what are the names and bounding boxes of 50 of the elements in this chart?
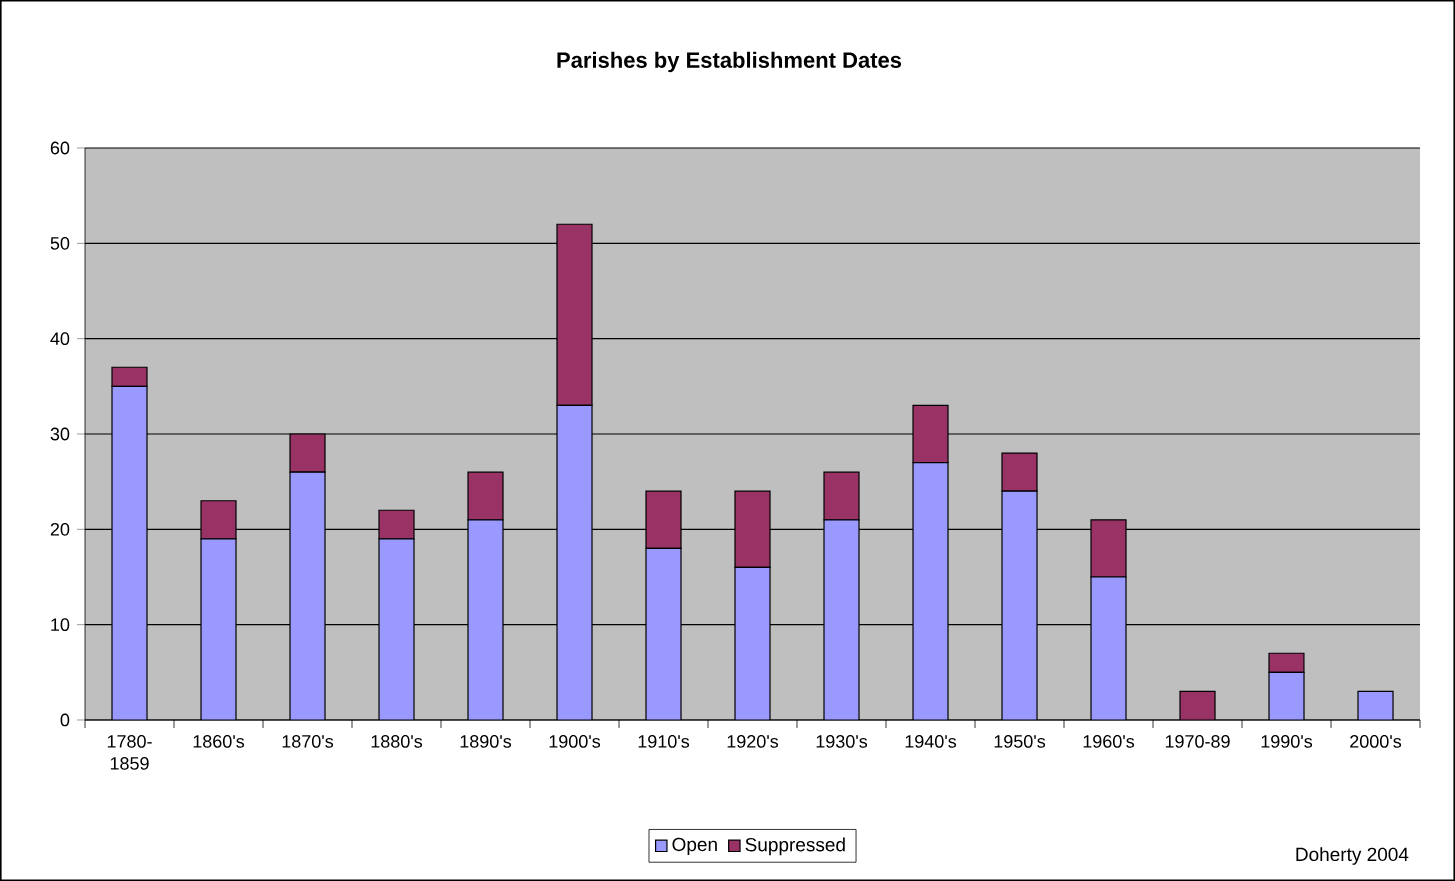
bar: [1090, 576, 1127, 720]
y-tick-label: 50: [50, 236, 70, 250]
bar: [200, 538, 237, 720]
x-tick-label: 1870's: [282, 735, 334, 748]
x-tick-label: 1960's: [1083, 735, 1135, 748]
x-tick-label: 1950's: [994, 735, 1046, 748]
bar: [467, 471, 504, 521]
x-tick-label: 1900's: [549, 735, 601, 748]
x-tick-label: 1930's: [816, 735, 868, 748]
x-tick-label: 1990's: [1261, 735, 1313, 748]
y-tick-label: 60: [50, 141, 70, 155]
bar: [734, 490, 771, 569]
x-tick-label: 1910's: [638, 735, 690, 748]
bar: [1001, 490, 1038, 720]
bar: [645, 547, 682, 720]
bar: [734, 566, 771, 720]
bar: [912, 404, 949, 464]
x-tick-label: 2000's: [1350, 735, 1402, 748]
bar: [912, 461, 949, 720]
y-tick-label: 40: [50, 332, 70, 346]
bar: [1268, 652, 1305, 673]
chart-title: Parishes by Establishment Dates: [557, 51, 902, 73]
bar: [1268, 671, 1305, 720]
x-tick-label: 1940's: [905, 735, 957, 748]
x-tick-label: 1860's: [193, 735, 245, 748]
bar: [378, 509, 415, 540]
bar: [823, 519, 860, 720]
x-tick-label: 1890's: [460, 735, 512, 748]
bar: [111, 385, 148, 720]
legend-label: Suppressed: [745, 837, 845, 856]
x-tick-label: 1880's: [371, 735, 423, 748]
bar: [645, 490, 682, 549]
x-tick-label: 1920's: [727, 735, 779, 748]
bar: [556, 404, 593, 720]
bar: [467, 519, 504, 720]
bar: [823, 471, 860, 521]
bar: [289, 471, 326, 720]
x-tick-label: 1970-89: [1165, 735, 1230, 748]
bar: [289, 433, 326, 473]
y-tick-label: 0: [60, 713, 70, 727]
y-tick-label: 30: [50, 427, 70, 441]
bar: [200, 500, 237, 540]
bar: [1090, 519, 1127, 578]
bar: [378, 538, 415, 720]
y-tick-label: 20: [50, 522, 70, 536]
legend-label: Open: [672, 837, 717, 855]
text: Doherty 2004: [1296, 847, 1409, 865]
y-tick-label: 10: [51, 618, 70, 632]
bar: [1001, 452, 1038, 492]
x-tick-label: 1780-1859: [107, 735, 152, 770]
